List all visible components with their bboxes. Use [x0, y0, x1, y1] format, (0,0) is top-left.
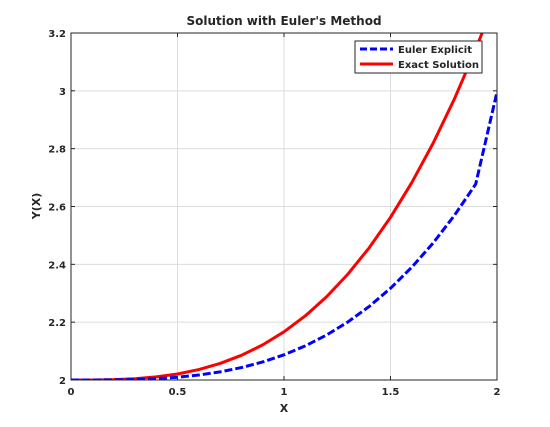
y-tick-label: 3.2: [48, 29, 66, 40]
legend-box: [354, 40, 483, 74]
y-tick-label: 2.8: [48, 145, 66, 156]
series-layer: [71, 33, 497, 380]
y-tick-label: 3: [59, 87, 66, 98]
x-axis-label: X: [280, 402, 289, 415]
ticks: 0 0.5 1 1.5 2 2 2.2 2.4 2.6 2.8 3 3.2: [48, 29, 500, 398]
x-tick-label: 1.5: [382, 387, 400, 398]
x-tick-label: 2: [494, 387, 501, 398]
grid: [70, 32, 498, 381]
y-tick-label: 2.4: [48, 260, 66, 271]
y-tick-label: 2.2: [48, 318, 66, 329]
legend-label-euler-explicit: Euler Explicit: [398, 45, 472, 56]
legend: Euler Explicit Exact Solution: [354, 40, 483, 74]
y-tick-label: 2.6: [48, 203, 66, 214]
x-tick-label: 0: [68, 387, 75, 398]
y-axis-label: Y(X): [30, 193, 43, 221]
x-tick-label: 0.5: [169, 387, 187, 398]
chart-title: Solution with Euler's Method: [186, 14, 381, 28]
x-tick-label: 1: [281, 387, 288, 398]
y-tick-label: 2: [59, 376, 66, 387]
legend-label-exact-solution: Exact Solution: [398, 60, 479, 71]
series-line-euler-explicit: [71, 91, 497, 380]
